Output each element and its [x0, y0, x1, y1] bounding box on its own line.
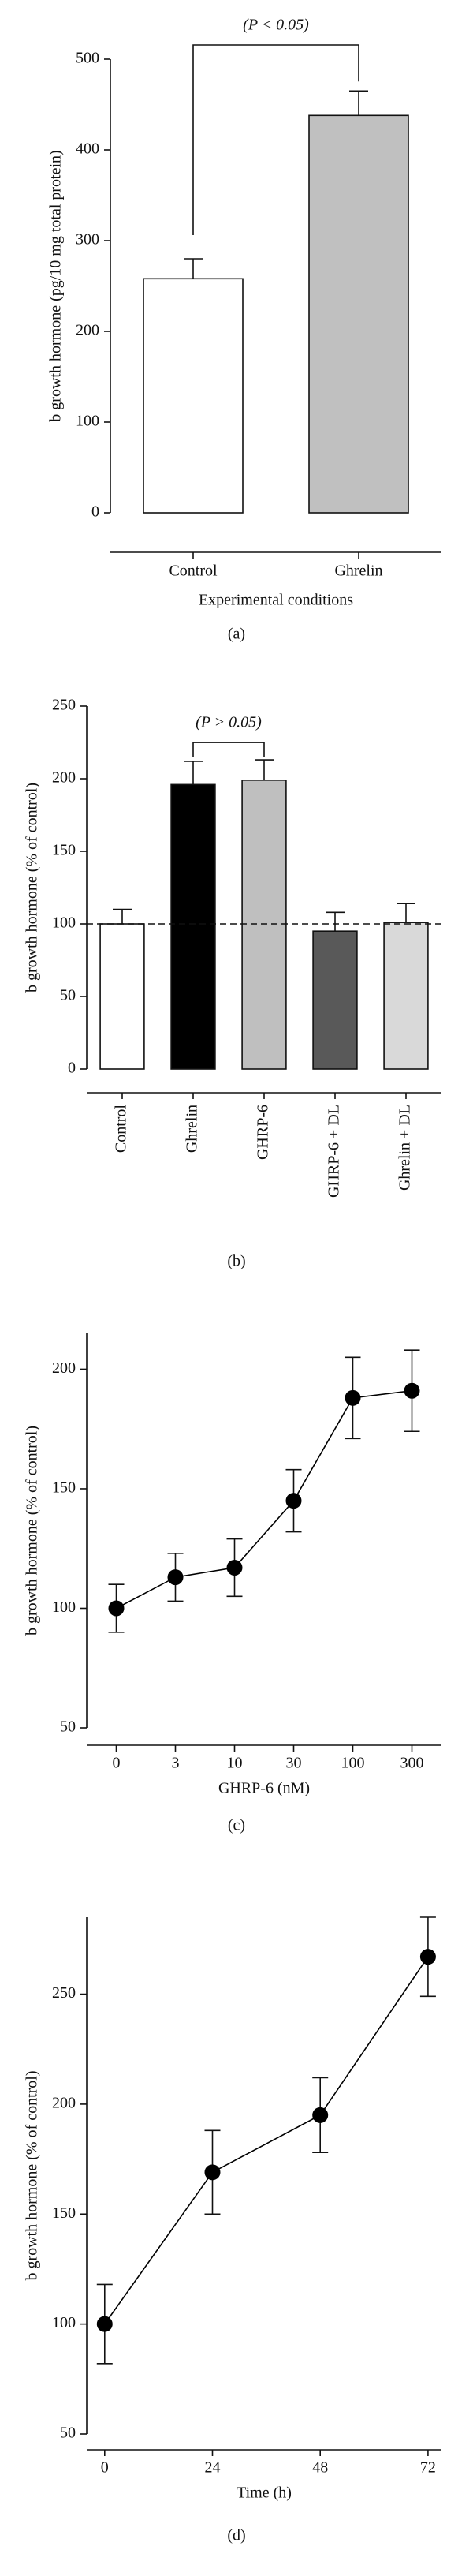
y-tick-label: 300: [76, 231, 99, 249]
y-tick-label: 200: [52, 769, 76, 787]
y-tick-label: 500: [76, 50, 99, 67]
y-axis-label: b growth hormone (% of control): [24, 1426, 41, 1636]
y-tick-label: 250: [52, 1984, 76, 2002]
point: [226, 1559, 243, 1576]
bracket: [192, 44, 359, 235]
y-tick-label: 400: [76, 140, 99, 158]
y-axis-label: b growth hormone (% of control): [24, 783, 41, 993]
bar: [99, 923, 145, 1070]
x-tick-label: 48: [312, 2459, 328, 2477]
y-tick-label: 200: [52, 1359, 76, 1377]
y-tick-label: 100: [52, 1598, 76, 1616]
y-tick-label: 100: [52, 914, 76, 932]
point: [404, 1382, 420, 1399]
y-axis-label: b growth hormone (% of control): [24, 2070, 41, 2280]
x-tick-label: Ghrelin: [334, 563, 382, 580]
y-tick-label: 150: [52, 842, 76, 859]
x-tick-label: 10: [227, 1755, 243, 1772]
x-tick-label: 72: [420, 2459, 436, 2477]
caption: (a): [228, 626, 245, 643]
caption: (b): [227, 1253, 245, 1270]
annotation: (P > 0.05): [196, 714, 262, 731]
y-tick-label: 0: [91, 503, 99, 521]
x-tick-label: Ghrelin: [184, 1105, 201, 1153]
y-tick-label: 150: [52, 1479, 76, 1497]
point: [345, 1389, 361, 1406]
y-tick-label: 200: [52, 2095, 76, 2112]
point: [167, 1569, 184, 1586]
point: [312, 2107, 329, 2123]
x-tick-label: 24: [204, 2459, 220, 2477]
x-tick-label: Ghrelin + DL: [397, 1105, 414, 1191]
y-tick-label: 250: [52, 697, 76, 714]
x-tick-label: Control: [169, 563, 218, 580]
x-tick-label: 0: [113, 1755, 121, 1772]
bar: [308, 114, 409, 514]
y-axis-label: b growth hormone (pg/10 mg total protein…: [47, 150, 65, 421]
y-tick-label: 100: [52, 2314, 76, 2331]
annotation: (P < 0.05): [243, 17, 309, 34]
x-axis-label: Time (h): [236, 2484, 292, 2502]
x-tick-label: Control: [113, 1105, 130, 1153]
x-tick-label: 30: [286, 1755, 302, 1772]
y-tick-label: 50: [60, 2425, 76, 2442]
x-axis-label: Experimental conditions: [199, 592, 353, 609]
caption: (c): [228, 1817, 245, 1834]
bar: [241, 780, 287, 1070]
y-tick-label: 50: [60, 987, 76, 1004]
point: [285, 1493, 302, 1509]
y-tick-label: 0: [68, 1060, 76, 1077]
y-tick-label: 100: [76, 413, 99, 430]
x-tick-label: GHRP-6 + DL: [326, 1105, 343, 1198]
bar: [383, 922, 429, 1070]
point: [204, 2164, 221, 2181]
bar: [312, 930, 358, 1070]
line: [104, 1956, 429, 2325]
x-tick-label: 100: [341, 1755, 365, 1772]
bracket: [192, 742, 265, 757]
x-tick-label: GHRP-6: [255, 1105, 272, 1160]
x-tick-label: 300: [400, 1755, 424, 1772]
bar: [170, 783, 216, 1070]
line: [116, 1389, 412, 1610]
x-tick-label: 0: [101, 2459, 109, 2477]
y-tick-label: 200: [76, 322, 99, 339]
caption: (d): [227, 2527, 245, 2544]
y-tick-label: 150: [52, 2204, 76, 2222]
point: [96, 2316, 113, 2332]
x-axis-label: GHRP-6 (nM): [218, 1780, 310, 1797]
point: [108, 1600, 125, 1617]
y-tick-label: 50: [60, 1718, 76, 1736]
bar: [143, 278, 244, 514]
point: [419, 1949, 436, 1965]
x-tick-label: 3: [172, 1755, 180, 1772]
